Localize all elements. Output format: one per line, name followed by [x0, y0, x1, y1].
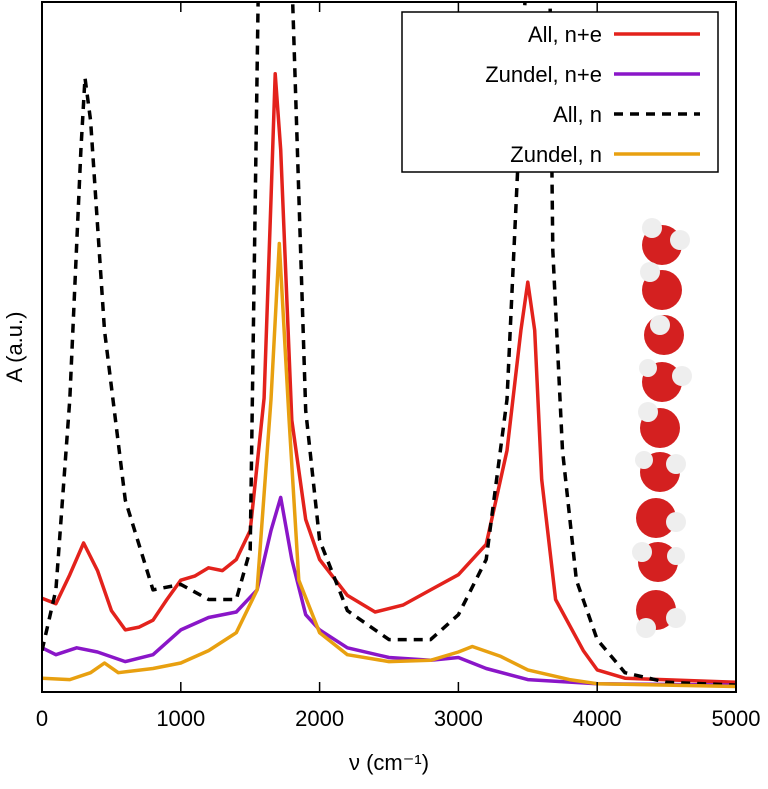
legend-label: All, n+e [528, 22, 602, 47]
legend-label: All, n [553, 102, 602, 127]
molecule [632, 218, 692, 638]
x-tick-label: 1000 [156, 706, 205, 731]
x-tick-label: 4000 [573, 706, 622, 731]
line-series [42, 2, 736, 687]
line-series [42, 241, 736, 689]
x-tick-label: 0 [36, 706, 48, 731]
plot-frame [41, 1, 737, 693]
x-tick-label: 2000 [295, 706, 344, 731]
x-tick-label: 3000 [434, 706, 483, 731]
legend-label: Zundel, n+e [485, 62, 602, 87]
line-series [42, 495, 736, 687]
x-tick-label: 5000 [712, 706, 761, 731]
legend [401, 11, 719, 173]
line-series [42, 72, 736, 685]
x-axis-label: ν (cm⁻¹) [349, 750, 429, 775]
y-axis-label: A (a.u.) [2, 312, 27, 383]
legend-label: Zundel, n [510, 142, 602, 167]
